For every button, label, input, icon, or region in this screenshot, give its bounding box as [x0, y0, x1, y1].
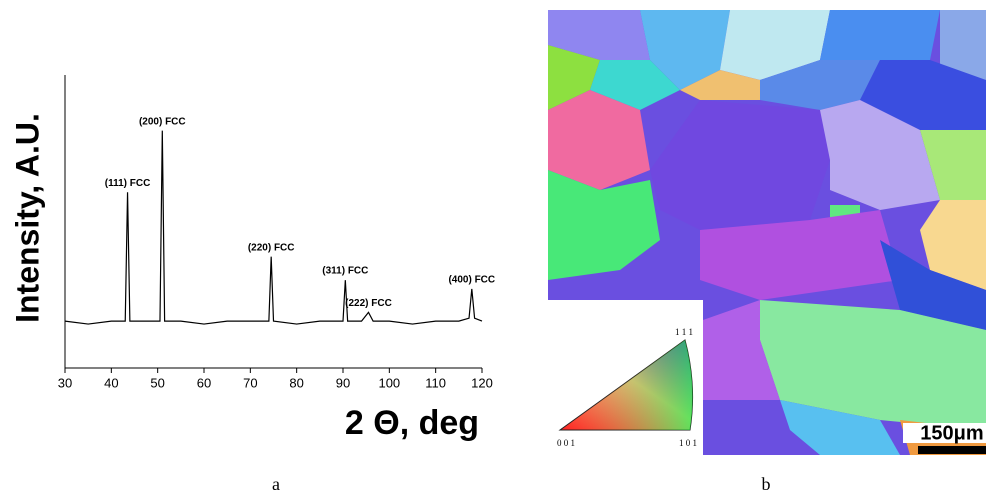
peak-label: (220) FCC: [248, 242, 295, 253]
xrd-line: [64, 130, 483, 325]
grain: [820, 100, 940, 210]
ipf-triangle-shade: [560, 340, 693, 430]
grain: [880, 240, 986, 330]
x-tick-label: 100: [378, 375, 400, 390]
x-tick-label: 70: [243, 375, 257, 390]
grain: [940, 10, 986, 80]
grain: [760, 300, 986, 430]
ipf-label: 1 0 1: [679, 438, 697, 448]
scale-bar-bg: [903, 423, 986, 443]
scale-bar: [918, 446, 986, 454]
peak-label: (200) FCC: [139, 116, 186, 127]
y-axis-label: Intensity, A.U.: [9, 113, 45, 323]
ipf-label: 0 0 1: [557, 438, 575, 448]
grain: [548, 170, 660, 280]
grain: [640, 10, 730, 90]
peak-label: (400) FCC: [448, 275, 495, 286]
x-tick-label: 40: [104, 375, 118, 390]
grain: [703, 300, 780, 400]
x-tick-label: 50: [150, 375, 164, 390]
x-tick-label: 80: [289, 375, 303, 390]
grain: [548, 90, 650, 190]
x-tick-label: 60: [197, 375, 211, 390]
peak-label: (111) FCC: [105, 178, 151, 189]
ipf-label: 1 1 1: [675, 327, 693, 337]
grain: [820, 10, 940, 60]
scale-bar-label: 150μm: [920, 422, 983, 444]
x-axis-label: 2 Θ, deg: [345, 404, 479, 442]
grain: [650, 100, 830, 230]
grain: [760, 60, 880, 110]
peak-label: (222) FCC: [345, 298, 392, 309]
x-tick-label: 90: [336, 375, 350, 390]
x-tick-label: 30: [58, 375, 72, 390]
grain: [680, 70, 760, 100]
grain: [548, 10, 650, 60]
caption: b: [762, 474, 771, 494]
peak-label: (311) FCC: [322, 266, 368, 277]
x-tick-label: 110: [425, 375, 446, 390]
grain: [920, 130, 986, 200]
grain: [780, 400, 900, 455]
grain: [548, 45, 600, 110]
x-tick-label: 120: [471, 375, 493, 390]
ebsd-map: 1 1 1 0 0 1 1 0 1 150μm: [548, 10, 986, 455]
grain: [720, 10, 830, 80]
grain: [590, 60, 680, 110]
grain: [700, 210, 900, 300]
grain: [860, 60, 986, 130]
grain: [920, 200, 986, 290]
caption: a: [272, 474, 280, 494]
